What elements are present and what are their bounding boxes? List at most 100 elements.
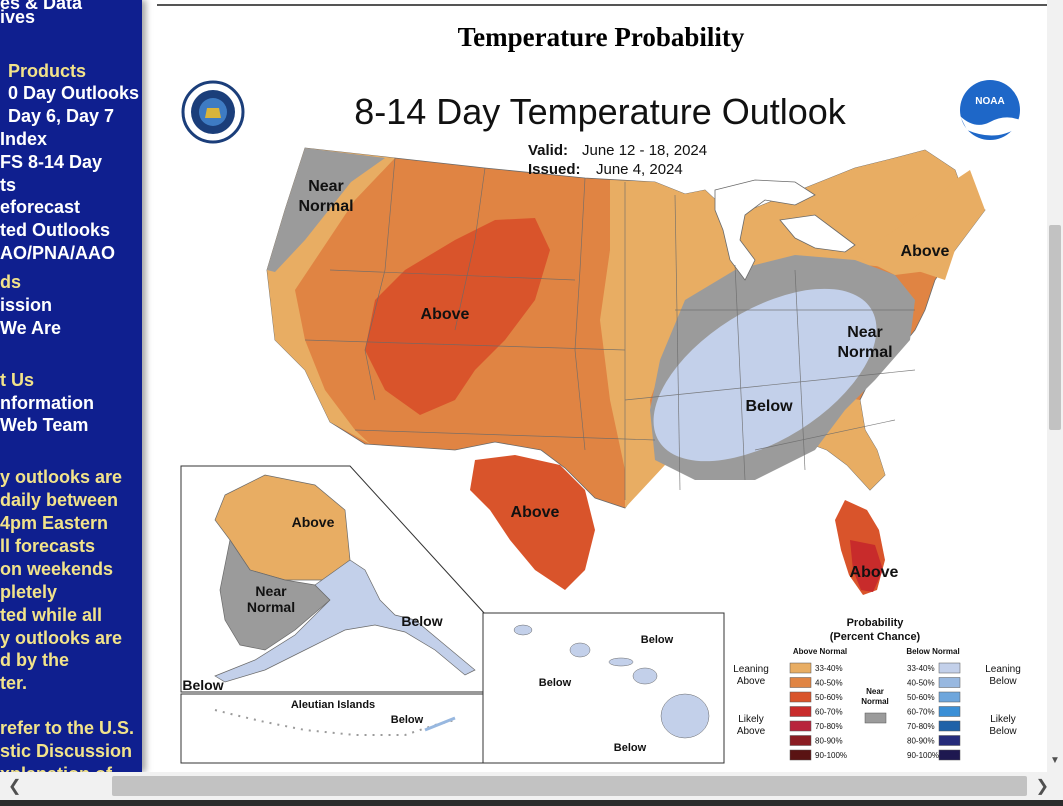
legend-below-label-0: 33-40%: [907, 664, 935, 673]
sidebar-link-14[interactable]: t Us: [0, 370, 35, 390]
sidebar-link-20[interactable]: ll forecasts: [0, 536, 96, 556]
sidebar-nav: es & Data ives Products 0 Day Outlooks Day 6…: [0, 0, 142, 772]
page-title: Temperature Probability: [457, 22, 745, 52]
sidebar-link-28[interactable]: stic Discussion: [0, 741, 133, 761]
legend-above-swatch-4: [789, 720, 812, 732]
legend-above-label-1: 40-50%: [815, 679, 843, 688]
valid-label: Valid:: [528, 142, 568, 159]
main-content: Temperature Probability: [155, 0, 1047, 772]
legend-below-header: Below Normal: [906, 647, 959, 656]
sidebar-link-7[interactable]: ts: [0, 175, 17, 195]
sidebar-link-6[interactable]: FS 8-14 Day: [0, 152, 103, 172]
label-near-normal-nw-1: Near: [308, 178, 344, 195]
northwest-near-normal-region: [267, 148, 385, 272]
sidebar-link-18[interactable]: daily between: [0, 490, 119, 510]
alaska-label-near-1: Near: [255, 583, 287, 599]
scroll-left-arrow-icon[interactable]: ❮: [8, 778, 22, 795]
legend-above-header: Above Normal: [793, 647, 847, 656]
alaska-label-near-2: Normal: [247, 599, 295, 615]
scroll-right-arrow-icon[interactable]: ❯: [1035, 778, 1049, 795]
legend-likely-below-2: Below: [989, 726, 1017, 737]
aleutian-title: Aleutian Islands: [291, 699, 375, 711]
legend-near-swatch: [864, 712, 887, 724]
alaska-inset: Above Near Normal Below Below: [180, 465, 486, 693]
legend-above-swatch-6: [789, 749, 812, 761]
legend-likely-below-1: Likely: [990, 714, 1016, 725]
legend-likely-above-1: Likely: [738, 714, 764, 725]
label-below-ohio: Below: [745, 398, 793, 415]
label-near-normal-ne-2: Normal: [837, 344, 892, 361]
legend: Probability (Percent Chance) Above Norma…: [733, 617, 1021, 761]
sidebar-link-12[interactable]: ission: [0, 295, 53, 315]
legend-below-swatch-2: [938, 691, 961, 703]
aleutian-inset: Aleutian Islands Below: [180, 693, 486, 764]
aleutian-label-below: Below: [391, 714, 424, 726]
legend-below-swatch-3: [938, 706, 961, 717]
alaska-label-below-se: Below: [401, 613, 442, 629]
hawaii-inset: Below Below Below: [482, 612, 725, 764]
great-lakes: [714, 179, 856, 281]
hawaii-label-below-3: Below: [614, 742, 647, 754]
sidebar-link-8[interactable]: eforecast: [0, 197, 81, 217]
label-above-texas: Above: [511, 504, 560, 521]
legend-above-swatch-5: [789, 735, 812, 746]
state-borders: [304, 157, 916, 500]
sidebar-link-25[interactable]: d by the: [0, 650, 70, 670]
legend-above-swatch-3: [789, 706, 812, 717]
sidebar-link-26[interactable]: ter.: [0, 673, 28, 693]
legend-leaning-above-2: Above: [737, 676, 766, 687]
legend-below-swatch-6: [938, 749, 961, 761]
legend-below-swatch-0: [938, 662, 961, 674]
sidebar-link-5[interactable]: Index: [0, 129, 48, 149]
legend-near-2: Normal: [861, 697, 889, 706]
sidebar-link-27[interactable]: refer to the U.S.: [0, 718, 135, 738]
divider-line: [157, 4, 1047, 6]
sidebar-link-24[interactable]: y outlooks are: [0, 628, 123, 648]
sidebar-link-29[interactable]: xplanation of: [0, 763, 112, 772]
map-title: 8-14 Day Temperature Outlook: [354, 91, 847, 132]
legend-title-2: (Percent Chance): [830, 631, 921, 643]
sidebar-link-23[interactable]: ted while all: [0, 605, 103, 625]
horizontal-scrollbar[interactable]: ❮ ❯: [0, 772, 1063, 800]
legend-below-label-3: 60-70%: [907, 708, 935, 717]
legend-near-1: Near: [866, 687, 884, 696]
sidebar-link-21[interactable]: on weekends: [0, 559, 114, 579]
ohio-valley-below-region: [653, 288, 877, 462]
outlook-map[interactable]: 8-14 Day Temperature Outlook Valid: June…: [155, 70, 1045, 770]
sidebar-link-16[interactable]: Web Team: [0, 415, 89, 435]
vertical-scrollbar[interactable]: ▼: [1047, 0, 1063, 772]
legend-below-label-1: 40-50%: [907, 679, 935, 688]
sidebar-link-13[interactable]: We Are: [0, 318, 62, 338]
sidebar-link-2[interactable]: Products: [8, 61, 87, 81]
sidebar-link-11[interactable]: ds: [0, 272, 22, 292]
legend-above-swatch-0: [789, 662, 812, 674]
legend-below-label-6: 90-100%: [907, 751, 939, 760]
sidebar-link-1[interactable]: ives: [0, 7, 36, 27]
horizontal-scroll-thumb[interactable]: [112, 776, 1027, 796]
sidebar-link-4[interactable]: Day 6, Day 7: [8, 106, 115, 126]
legend-below-label-4: 70-80%: [907, 722, 935, 731]
legend-leaning-below-2: Below: [989, 676, 1017, 687]
sidebar-link-15[interactable]: nformation: [0, 393, 94, 413]
label-above-west: Above: [421, 306, 470, 323]
sidebar-link-17[interactable]: y outlooks are: [0, 467, 123, 487]
sidebar-link-22[interactable]: pletely: [0, 582, 58, 602]
scroll-down-arrow-icon[interactable]: ▼: [1050, 755, 1060, 766]
legend-above-swatch-2: [789, 691, 812, 703]
legend-below-label-2: 50-60%: [907, 693, 935, 702]
sidebar-link-10[interactable]: AO/PNA/AAO: [0, 243, 116, 263]
legend-title-1: Probability: [847, 617, 905, 629]
legend-below-swatch-1: [938, 677, 961, 688]
hawaii-label-below-1: Below: [641, 634, 674, 646]
legend-below-label-5: 80-90%: [907, 737, 935, 746]
sidebar-link-0[interactable]: es & Data: [0, 0, 83, 13]
legend-below-swatch-5: [938, 735, 961, 746]
label-above-northeast: Above: [901, 243, 950, 260]
issued-label: Issued:: [528, 161, 581, 178]
noaa-logo-text: NOAA: [975, 96, 1004, 107]
vertical-scroll-thumb[interactable]: [1049, 225, 1061, 430]
sidebar-link-3[interactable]: 0 Day Outlooks: [8, 83, 140, 103]
legend-above-label-2: 50-60%: [815, 693, 843, 702]
sidebar-link-9[interactable]: ted Outlooks: [0, 220, 111, 240]
sidebar-link-19[interactable]: 4pm Eastern: [0, 513, 109, 533]
